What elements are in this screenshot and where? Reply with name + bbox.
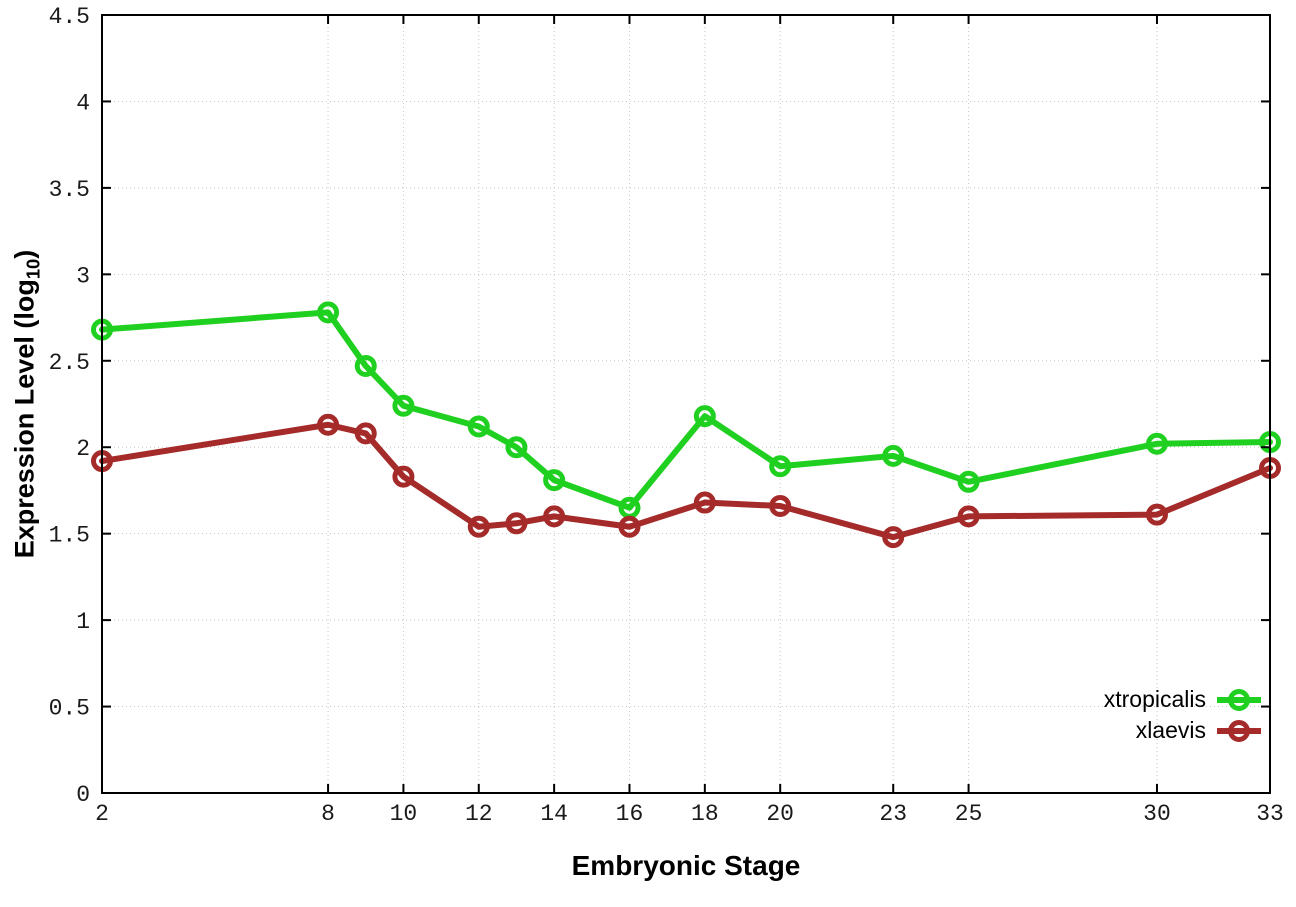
x-tick-label: 20 xyxy=(766,801,794,827)
x-tick-label: 25 xyxy=(955,801,983,827)
data-point-xlaevis xyxy=(1145,503,1168,526)
data-point-xtropicalis xyxy=(505,436,528,459)
legend-label-xlaevis: xlaevis xyxy=(1135,717,1206,743)
legend-label-xtropicalis: xtropicalis xyxy=(1103,686,1206,712)
gridlines xyxy=(101,14,1271,794)
x-tick-label: 30 xyxy=(1143,801,1171,827)
data-point-xlaevis xyxy=(543,505,566,528)
data-point-xtropicalis xyxy=(354,354,377,377)
axis-ticks xyxy=(101,14,1271,794)
y-tick-label: 3 xyxy=(76,263,90,289)
data-point-xlaevis xyxy=(769,495,792,518)
y-tick-label: 1 xyxy=(76,609,90,635)
data-point-xtropicalis xyxy=(1145,432,1168,455)
y-tick-label: 4.5 xyxy=(49,4,90,30)
x-tick-label: 8 xyxy=(321,801,335,827)
x-tick-label: 23 xyxy=(879,801,907,827)
y-tick-label: 0.5 xyxy=(49,696,90,722)
data-point-xtropicalis xyxy=(882,444,905,467)
series-line-xtropicalis xyxy=(99,309,1273,511)
x-tick-label: 33 xyxy=(1256,801,1284,827)
y-tick-label: 2 xyxy=(76,436,90,462)
y-tick-label: 3.5 xyxy=(49,177,90,203)
x-tick-label: 10 xyxy=(390,801,418,827)
data-point-xlaevis xyxy=(957,505,980,528)
y-tick-label: 1.5 xyxy=(49,523,90,549)
x-tick-label: 18 xyxy=(691,801,719,827)
y-tick-label: 0 xyxy=(76,782,90,808)
data-point-xlaevis xyxy=(505,512,528,535)
legend-marker-xlaevis xyxy=(1217,719,1261,742)
y-tick-label: 2.5 xyxy=(49,350,90,376)
y-axis-label: Expression Level (log10) xyxy=(10,250,45,559)
data-point-xtropicalis xyxy=(957,470,980,493)
data-point-xtropicalis xyxy=(467,415,490,438)
data-point-xlaevis xyxy=(317,413,340,436)
data-point-xtropicalis xyxy=(693,405,716,428)
x-axis-label: Embryonic Stage xyxy=(571,850,801,881)
x-tick-label: 2 xyxy=(95,801,109,827)
plot-border xyxy=(101,14,1271,794)
legend-item-xtropicalis: xtropicalis xyxy=(1104,684,1262,715)
data-point-xtropicalis xyxy=(392,394,415,417)
data-point-xtropicalis xyxy=(543,469,566,492)
legend-item-xlaevis: xlaevis xyxy=(1104,715,1262,746)
series-xlaevis xyxy=(91,413,1281,549)
data-point-xlaevis xyxy=(693,491,716,514)
y-axis-label-text: Expression Level (log xyxy=(9,279,40,559)
data-point-xtropicalis xyxy=(769,455,792,478)
x-tick-label: 16 xyxy=(616,801,644,827)
data-point-xlaevis xyxy=(354,422,377,445)
data-point-xlaevis xyxy=(882,526,905,549)
x-tick-label: 14 xyxy=(540,801,568,827)
data-point-xlaevis xyxy=(618,515,641,538)
y-axis-label-subscript: 10 xyxy=(22,258,44,280)
y-tick-label: 4 xyxy=(76,90,90,116)
series-xtropicalis xyxy=(91,301,1281,519)
data-point-xlaevis xyxy=(467,515,490,538)
data-point-xtropicalis xyxy=(317,301,340,324)
x-tick-label: 12 xyxy=(465,801,493,827)
y-axis-label-close: ) xyxy=(9,249,40,259)
tick-labels: 2 8 10 12 14 16 18 20 23 25 30 33 0 0.5 1 1.5 2 2.5 3 3.5 4 4… xyxy=(49,4,1284,827)
data-point-xlaevis xyxy=(392,465,415,488)
legend: xtropicalis xlaevis xyxy=(1104,684,1262,746)
legend-marker-xtropicalis xyxy=(1217,688,1261,711)
